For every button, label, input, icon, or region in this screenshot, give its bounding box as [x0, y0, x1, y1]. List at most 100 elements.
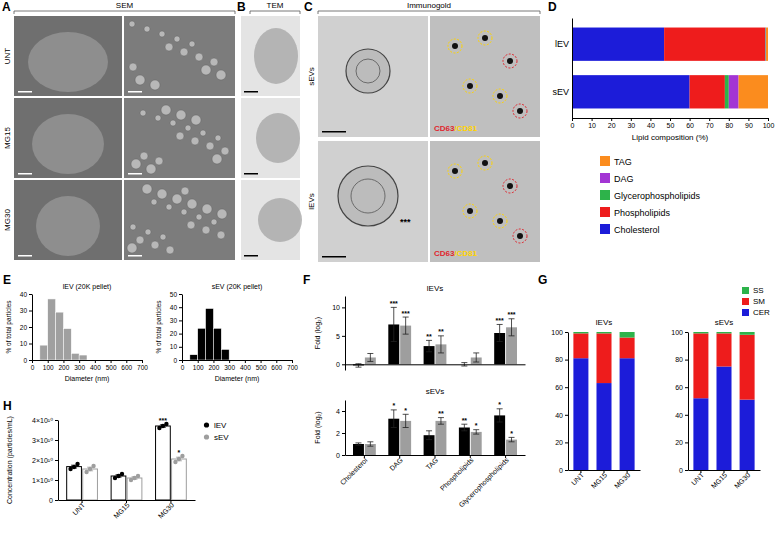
category-tick: UNT: [71, 500, 87, 516]
tick: 300: [74, 360, 85, 371]
tick-mark: [292, 360, 293, 363]
bar: [693, 333, 708, 398]
gold-particle: [517, 233, 523, 239]
micrograph-detail: [172, 194, 182, 204]
tick: 10: [20, 340, 32, 347]
micrograph: [124, 180, 235, 260]
micrograph-detail: [258, 198, 302, 242]
micrograph-detail: [150, 80, 160, 90]
micrograph-detail: [32, 114, 104, 174]
data-point: [120, 472, 124, 476]
micrograph-detail: [211, 219, 217, 225]
tick-mark: [229, 360, 230, 363]
legend: lEVsEV: [204, 421, 229, 442]
plot-marks: [353, 307, 517, 367]
error-bar: [403, 317, 409, 334]
tick: 100: [671, 329, 688, 336]
image-panels: ASEMUNTMG15MG30BTEMCImmunogoldsEVsCD63/C…: [2, 0, 540, 262]
legend-swatch: [600, 156, 610, 166]
axis-line: [688, 333, 689, 471]
bar: [471, 432, 482, 455]
plot-marks: [190, 309, 229, 360]
tick-label: 200: [208, 364, 219, 371]
legend-swatch: [600, 207, 610, 217]
bar: [573, 332, 588, 333]
error-bar: [391, 307, 397, 341]
tick-label: 100: [671, 329, 683, 336]
bar: [716, 333, 731, 366]
micrograph-detail: [210, 58, 218, 66]
tick-mark: [592, 118, 593, 121]
significance-label: ***: [390, 300, 398, 307]
tick-label: 5: [336, 333, 340, 340]
bar: [83, 469, 98, 500]
y-axis: 0510: [332, 297, 345, 371]
row-label: UNT: [3, 48, 12, 65]
micrograph-detail: [189, 41, 195, 47]
error-bar: [355, 443, 361, 445]
plot-marks: [40, 299, 87, 360]
bar: [740, 332, 755, 335]
tick-mark: [29, 360, 32, 361]
panel-label: H: [3, 399, 12, 413]
tick-label: 2×10¹⁰: [32, 457, 53, 464]
data-point: [180, 454, 184, 458]
bar: [596, 333, 611, 383]
tick: 600: [121, 360, 132, 371]
tick-label: 60: [675, 384, 683, 391]
micrograph: [124, 16, 235, 96]
category-tick: MG15: [710, 470, 729, 490]
tick-mark: [55, 440, 58, 441]
micrograph-detail: [145, 229, 151, 235]
legend-marker: [204, 434, 209, 439]
category-tick: DAG: [388, 455, 404, 472]
tick-mark: [748, 118, 749, 121]
plot-marks: [693, 332, 754, 470]
bar: [620, 338, 635, 359]
header-bracket: [318, 11, 540, 14]
header-bracket: [14, 11, 235, 14]
row-label: MG15: [3, 127, 12, 149]
tick: 0: [336, 452, 345, 459]
tick-label: 10: [170, 343, 178, 350]
tick-mark: [685, 442, 688, 443]
tick: 300: [224, 360, 235, 371]
tick-label: lEV: [555, 39, 569, 49]
tick-label: 40: [555, 412, 563, 419]
tick: 20: [608, 118, 616, 129]
annotations: ****************: [390, 300, 516, 340]
tick: 2: [336, 430, 345, 437]
stain-label-part: /CD81: [454, 249, 477, 258]
tick-label: 10: [20, 340, 28, 347]
tick-label: 700: [287, 364, 298, 371]
tick-mark: [198, 360, 199, 363]
gold-marker: [448, 164, 462, 178]
axis-title: % of total particles: [155, 300, 163, 354]
tick-label: 0: [181, 364, 185, 371]
micrograph: [14, 98, 122, 178]
histogram-sev: 010020030040050060070001020304050sEV (20…: [155, 283, 298, 383]
micrograph-detail: [151, 199, 157, 205]
stain-label: CD63/CD81: [434, 249, 478, 258]
legend-marker: [204, 422, 209, 427]
micrograph-detail: [36, 196, 100, 256]
data-point: [91, 464, 95, 468]
tick: 60: [675, 384, 688, 391]
tick-label: 0: [679, 467, 683, 474]
header-bracket: [250, 11, 300, 14]
legend-swatch: [600, 224, 610, 234]
y-axis: 010203040: [20, 291, 33, 364]
significance-label: **: [462, 417, 468, 424]
tick-label: 0: [49, 497, 53, 504]
significance-label: *: [498, 401, 501, 408]
tick-label: 30: [170, 317, 178, 324]
data-point: [88, 467, 92, 471]
micrograph-detail: [196, 214, 202, 220]
micrograph-detail: [187, 199, 197, 209]
error-bar: [176, 457, 182, 461]
tick: 10: [588, 118, 596, 129]
micrograph-detail: [129, 21, 135, 27]
tick-mark: [179, 347, 182, 348]
error-bar: [509, 437, 515, 441]
tick-label: 100: [551, 329, 563, 336]
